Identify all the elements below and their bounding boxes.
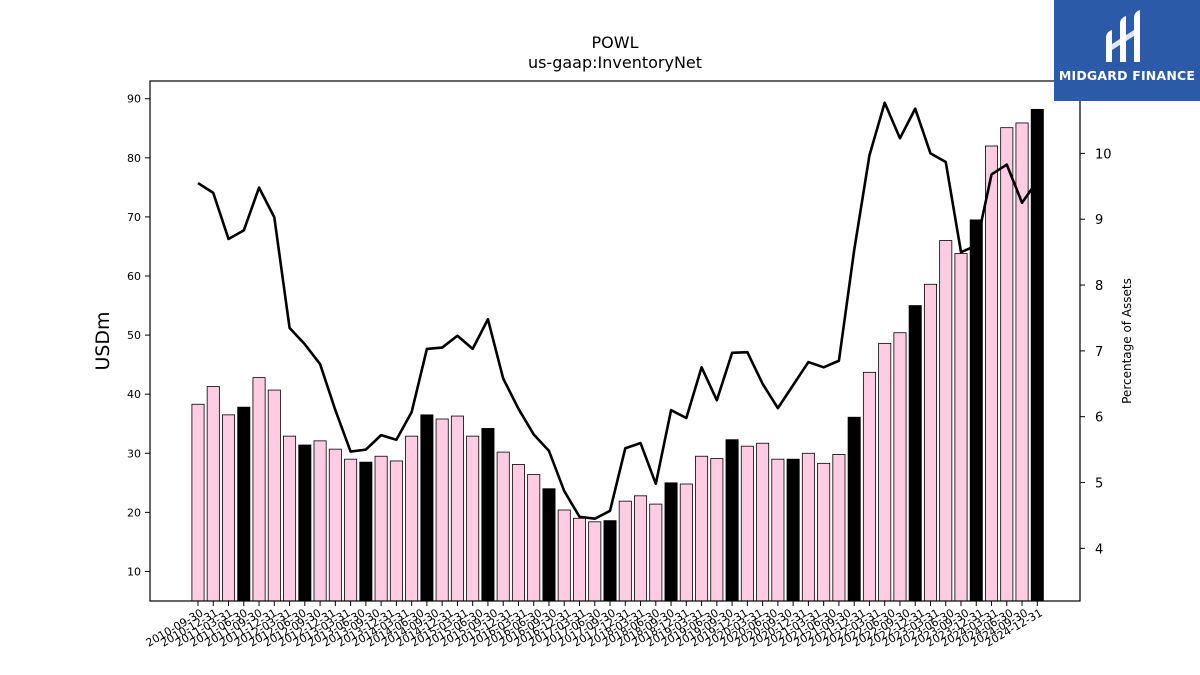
bar bbox=[969, 219, 983, 602]
bar bbox=[206, 386, 220, 602]
y2-axis-label: Percentage of Assets bbox=[1120, 278, 1134, 404]
bar bbox=[359, 461, 373, 602]
bar bbox=[542, 488, 556, 602]
bar bbox=[847, 416, 861, 602]
bar bbox=[283, 435, 297, 602]
bar bbox=[862, 371, 876, 602]
bar bbox=[801, 452, 815, 602]
line-layer bbox=[197, 101, 1039, 521]
y-axis-right: 4 5 6 7 8 9 10 bbox=[1080, 147, 1112, 557]
bar bbox=[389, 460, 403, 602]
bar bbox=[603, 520, 617, 602]
bar bbox=[267, 389, 281, 602]
bar bbox=[527, 474, 541, 602]
bar bbox=[923, 283, 937, 602]
y-axis-label: USDm bbox=[92, 311, 114, 370]
y2-tick-label: 4 bbox=[1095, 542, 1103, 557]
bar bbox=[817, 462, 831, 602]
bar bbox=[832, 454, 846, 602]
y-tick-label: 50 bbox=[127, 329, 141, 342]
y-tick-label: 20 bbox=[127, 506, 141, 519]
y-tick-label: 70 bbox=[127, 211, 141, 224]
bar bbox=[573, 517, 587, 602]
bar bbox=[420, 414, 434, 602]
bar bbox=[893, 332, 907, 602]
y-tick-label: 80 bbox=[127, 152, 141, 165]
bar bbox=[344, 458, 358, 602]
bar bbox=[679, 483, 693, 602]
bar bbox=[511, 464, 525, 602]
bar bbox=[496, 451, 510, 602]
y-axis-left: 10 20 30 40 50 60 70 80 90 bbox=[127, 93, 150, 578]
bar bbox=[725, 439, 739, 602]
bar bbox=[664, 482, 678, 602]
bar bbox=[954, 253, 968, 602]
bar bbox=[481, 428, 495, 602]
bar bbox=[222, 414, 236, 602]
bar bbox=[771, 458, 785, 602]
y2-tick-label: 9 bbox=[1095, 213, 1103, 228]
bar bbox=[939, 240, 953, 602]
midgard-logo-icon bbox=[1106, 10, 1140, 62]
bars-layer bbox=[191, 108, 1044, 602]
bar bbox=[313, 440, 327, 602]
bar bbox=[466, 435, 480, 602]
bar bbox=[695, 455, 709, 602]
y2-tick-label: 8 bbox=[1095, 279, 1103, 294]
y-tick-label: 30 bbox=[127, 447, 141, 460]
bar bbox=[328, 448, 342, 602]
brand-logo: MIDGARD FINANCE bbox=[1054, 0, 1200, 101]
y-tick-label: 90 bbox=[127, 93, 141, 106]
bar bbox=[252, 377, 266, 602]
brand-logo-text: MIDGARD FINANCE bbox=[1058, 68, 1196, 83]
bar bbox=[634, 495, 648, 602]
bar bbox=[740, 445, 754, 602]
bar bbox=[710, 458, 724, 602]
bar bbox=[908, 305, 922, 602]
x-axis: 2010-09-302010-12-312011-03-312011-06-30… bbox=[144, 601, 1045, 650]
bar bbox=[618, 500, 632, 602]
bar bbox=[1000, 127, 1014, 602]
bar bbox=[191, 403, 205, 602]
bar bbox=[557, 509, 571, 602]
bar bbox=[298, 444, 312, 602]
bar bbox=[374, 455, 388, 602]
y2-tick-label: 6 bbox=[1095, 411, 1103, 426]
bar bbox=[649, 503, 663, 602]
bar bbox=[588, 521, 602, 602]
bar bbox=[435, 418, 449, 602]
bar bbox=[878, 342, 892, 602]
bar bbox=[985, 145, 999, 602]
bar bbox=[756, 442, 770, 602]
y-tick-label: 60 bbox=[127, 270, 141, 283]
bar bbox=[237, 406, 251, 602]
plot-frame bbox=[149, 80, 1081, 602]
chart-subtitle: us-gaap:InventoryNet bbox=[528, 53, 702, 72]
percentage-line bbox=[197, 101, 1039, 521]
y-tick-label: 10 bbox=[127, 565, 141, 578]
bar bbox=[405, 435, 419, 602]
y2-tick-label: 5 bbox=[1095, 477, 1103, 492]
bar bbox=[450, 415, 464, 602]
y2-tick-label: 7 bbox=[1095, 345, 1103, 360]
chart-title: POWL bbox=[592, 33, 639, 52]
y2-tick-label: 10 bbox=[1095, 147, 1112, 162]
y-tick-label: 40 bbox=[127, 388, 141, 401]
bar bbox=[786, 458, 800, 602]
